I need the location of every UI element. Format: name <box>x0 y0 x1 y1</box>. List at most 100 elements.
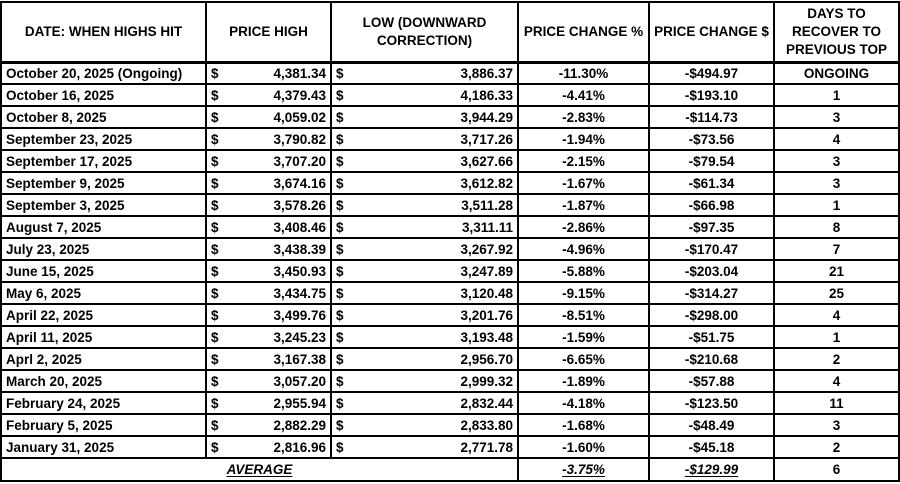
col-header-date: DATE: WHEN HIGHS HIT <box>0 1 207 64</box>
col-header-price-change-usd: PRICE CHANGE $ <box>648 1 775 64</box>
money-cell-content: $3,674.16 <box>211 176 326 191</box>
currency-symbol: $ <box>211 395 219 411</box>
amount: 2,832.44 <box>460 395 513 411</box>
currency-symbol: $ <box>336 395 344 411</box>
cell-date: Aprl 2, 2025 <box>0 347 207 371</box>
amount: 3,707.20 <box>273 153 326 169</box>
cell-low: $3,511.28 <box>330 193 519 217</box>
currency-symbol: $ <box>211 307 219 323</box>
money-cell-content: $3,120.48 <box>336 286 513 301</box>
currency-symbol: $ <box>336 307 344 323</box>
cell-price-change-pct: -9.15% <box>517 281 650 305</box>
cell-price-change-usd: -$61.34 <box>648 171 775 195</box>
currency-symbol: $ <box>336 87 344 103</box>
cell-price-change-usd: -$48.49 <box>648 413 775 437</box>
cell-date: April 22, 2025 <box>0 303 207 327</box>
amount: 3,717.26 <box>460 131 513 147</box>
currency-symbol: $ <box>336 417 344 433</box>
amount: 3,790.82 <box>273 131 326 147</box>
cell-price-change-pct: -4.18% <box>517 391 650 415</box>
currency-symbol: $ <box>211 219 219 235</box>
cell-low: $3,886.37 <box>330 61 519 85</box>
amount: 3,944.29 <box>460 109 513 125</box>
currency-symbol: $ <box>211 153 219 169</box>
cell-price-change-usd: -$203.04 <box>648 259 775 283</box>
table-row: Aprl 2, 2025 $3,167.38 $2,956.70 -6.65% -$21… <box>0 347 900 371</box>
currency-symbol: $ <box>336 153 344 169</box>
table-row: February 24, 2025 $2,955.94 $2,832.44 -4.18… <box>0 391 900 415</box>
cell-price-high: $3,674.16 <box>205 171 332 195</box>
cell-price-high: $4,381.34 <box>205 61 332 85</box>
amount: 3,450.93 <box>273 263 326 279</box>
money-cell-content: $3,790.82 <box>211 132 326 147</box>
table-row: February 5, 2025 $2,882.29 $2,833.80 -1.68%… <box>0 413 900 437</box>
amount: 3,612.82 <box>460 175 513 191</box>
money-cell-content: $2,832.44 <box>336 396 513 411</box>
cell-low: $2,999.32 <box>330 369 519 393</box>
cell-days-to-recover: 21 <box>773 259 900 283</box>
cell-price-high: $3,408.46 <box>205 215 332 239</box>
cell-days-to-recover: 3 <box>773 149 900 173</box>
cell-days-to-recover: 4 <box>773 369 900 393</box>
cell-price-change-pct: -11.30% <box>517 61 650 85</box>
cell-price-high: $3,578.26 <box>205 193 332 217</box>
currency-symbol: $ <box>211 329 219 345</box>
money-cell-content: $3,201.76 <box>336 308 513 323</box>
cell-days-to-recover: 1 <box>773 193 900 217</box>
currency-symbol: $ <box>211 241 219 257</box>
currency-symbol: $ <box>211 285 219 301</box>
amount: 2,999.32 <box>460 373 513 389</box>
average-price-change-pct: -3.75% <box>517 457 650 482</box>
cell-price-change-pct: -1.60% <box>517 435 650 459</box>
cell-days-to-recover: 3 <box>773 171 900 195</box>
cell-days-to-recover: 4 <box>773 303 900 327</box>
cell-days-to-recover: 3 <box>773 413 900 437</box>
table-row: June 15, 2025 $3,450.93 $3,247.89 -5.88% -$2… <box>0 259 900 283</box>
currency-symbol: $ <box>211 131 219 147</box>
cell-price-high: $3,438.39 <box>205 237 332 261</box>
cell-date: October 20, 2025 (Ongoing) <box>0 61 207 85</box>
money-cell-content: $4,059.02 <box>211 110 326 125</box>
money-cell-content: $3,438.39 <box>211 242 326 257</box>
money-cell-content: $3,450.93 <box>211 264 326 279</box>
table-row: September 23, 2025 $3,790.82 $3,717.26 -1.9… <box>0 127 900 151</box>
currency-symbol: $ <box>336 197 344 213</box>
cell-price-high: $3,450.93 <box>205 259 332 283</box>
amount: 3,057.20 <box>273 373 326 389</box>
amount: 2,955.94 <box>273 395 326 411</box>
cell-price-high: $2,816.96 <box>205 435 332 459</box>
cell-days-to-recover: 4 <box>773 127 900 151</box>
money-cell-content: $3,057.20 <box>211 374 326 389</box>
cell-days-to-recover: 7 <box>773 237 900 261</box>
amount: 3,438.39 <box>273 241 326 257</box>
cell-price-high: $3,707.20 <box>205 149 332 173</box>
cell-price-high: $4,379.43 <box>205 83 332 107</box>
cell-price-high: $4,059.02 <box>205 105 332 129</box>
money-cell-content: $2,816.96 <box>211 440 326 455</box>
money-cell-content: $2,999.32 <box>336 374 513 389</box>
table-row: July 23, 2025 $3,438.39 $3,267.92 -4.96% -$1… <box>0 237 900 261</box>
amount: 3,267.92 <box>460 241 513 257</box>
cell-price-change-usd: -$57.88 <box>648 369 775 393</box>
money-cell-content: $3,707.20 <box>211 154 326 169</box>
currency-symbol: $ <box>211 417 219 433</box>
money-cell-content: $3,193.48 <box>336 330 513 345</box>
table-row: September 9, 2025 $3,674.16 $3,612.82 -1.67… <box>0 171 900 195</box>
currency-symbol: $ <box>336 175 344 191</box>
col-header-price-change-pct: PRICE CHANGE % <box>517 1 650 64</box>
amount: 4,381.34 <box>273 65 326 81</box>
cell-price-change-pct: -8.51% <box>517 303 650 327</box>
money-cell-content: $2,955.94 <box>211 396 326 411</box>
cell-price-change-pct: -2.86% <box>517 215 650 239</box>
amount: 3,408.46 <box>273 219 326 235</box>
currency-symbol: $ <box>336 439 344 455</box>
col-header-low-correction: LOW (DOWNWARD CORRECTION) <box>330 1 519 64</box>
amount: 3,578.26 <box>273 197 326 213</box>
cell-price-change-pct: -1.67% <box>517 171 650 195</box>
average-label: AVERAGE <box>0 457 519 482</box>
cell-days-to-recover: 1 <box>773 325 900 349</box>
cell-date: February 24, 2025 <box>0 391 207 415</box>
money-cell-content: $3,167.38 <box>211 352 326 367</box>
